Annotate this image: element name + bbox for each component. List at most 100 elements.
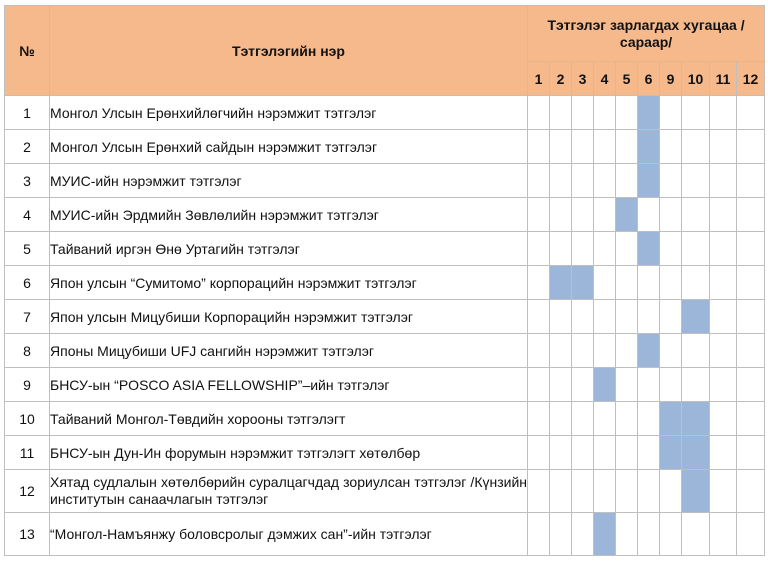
month-cell [659,367,682,402]
month-cell [527,163,550,198]
row-number: 2 [4,129,50,164]
header-scholarship-name: Тэтгэлэгийн нэр [49,5,528,96]
month-cell-active [637,231,660,266]
month-cell [527,512,550,556]
month-cell [735,197,766,232]
month-cell [637,469,660,513]
month-cell [571,435,594,470]
month-cell [593,231,616,266]
month-cell [593,333,616,368]
month-cell [593,129,616,164]
month-header: 6 [637,61,660,96]
table-row: 8 Японы Мицубиши UFJ сангийн нэрэмжит тэт… [4,333,766,368]
table-row: 11 БНСУ-ын Дун-Ин форумын нэрэмжит тэтгэл… [4,435,766,470]
month-header: 2 [549,61,572,96]
month-cell [615,367,638,402]
row-number: 9 [4,367,50,402]
month-cell-active [549,265,572,300]
month-cell [735,95,766,130]
month-cell-active [571,265,594,300]
month-cell [527,469,550,513]
row-number: 13 [4,512,50,556]
scholarship-name: Тайваний Монгол-Төвдийн хорооны тэтгэлэг… [49,401,528,436]
month-cell [681,95,710,130]
table-row: 7 Япон улсын Мицубиши Корпорацийн нэрэмжи… [4,299,766,334]
month-cell [637,367,660,402]
month-cell [615,265,638,300]
table-row: 6 Япон улсын “Сумитомо” корпорацийн нэрэм… [4,265,766,300]
month-cell [637,512,660,556]
month-header: 10 [681,61,710,96]
month-cell-active [681,401,710,436]
month-cell [659,95,682,130]
month-cell [659,129,682,164]
month-cell [681,163,710,198]
month-cell [615,231,638,266]
scholarship-name: Япон улсын “Сумитомо” корпорацийн нэрэмж… [49,265,528,300]
scholarship-name: Тайваний иргэн Өнө Уртагийн тэтгэлэг [49,231,528,266]
scholarship-name: Японы Мицубиши UFJ сангийн нэрэмжит тэтг… [49,333,528,368]
month-cell [615,401,638,436]
month-header: 3 [571,61,594,96]
month-cell [709,469,737,513]
scholarship-schedule-table: № Тэтгэлэгийн нэр Тэтгэлэг зарлагдах хуг… [4,5,766,556]
scholarship-name: МУИС-ийн Эрдмийн Зөвлөлийн нэрэмжит тэтг… [49,197,528,232]
month-cell [593,163,616,198]
month-cell-active [637,95,660,130]
month-cell [637,299,660,334]
month-cell [593,401,616,436]
month-cell [735,129,766,164]
month-cell-active [659,435,682,470]
month-cell [527,265,550,300]
month-cell [709,401,737,436]
month-cell [735,367,766,402]
table-row: 1 Монгол Улсын Ерөнхийлөгчийн нэрэмжит тэ… [4,95,766,130]
month-cell [637,265,660,300]
month-cell [571,231,594,266]
month-cell [593,197,616,232]
month-cell [709,231,737,266]
month-header: 1 [527,61,550,96]
table-row: 12 Хятад судлалын хөтөлбөрийн суралцагчда… [4,469,766,513]
month-cell-active [681,469,710,513]
scholarship-name: БНСУ-ын “POSCO ASIA FELLOWSHIP”–ийн тэтг… [49,367,528,402]
month-cell [527,367,550,402]
month-cell [527,401,550,436]
month-cell [659,163,682,198]
month-cell [659,469,682,513]
month-cell [709,512,737,556]
table-row: 10 Тайваний Монгол-Төвдийн хорооны тэтгэл… [4,401,766,436]
scholarship-name: Монгол Улсын Ерөнхийлөгчийн нэрэмжит тэт… [49,95,528,130]
month-cell [549,197,572,232]
month-cell [709,333,737,368]
table-row: 9 БНСУ-ын “POSCO ASIA FELLOWSHIP”–ийн тэт… [4,367,766,402]
month-cell [549,367,572,402]
row-number: 11 [4,435,50,470]
month-cell [549,435,572,470]
month-cell [709,163,737,198]
month-cell [735,163,766,198]
month-cell [571,512,594,556]
month-cell [637,435,660,470]
month-cell [549,231,572,266]
row-number: 3 [4,163,50,198]
month-cell [527,333,550,368]
month-cell [571,333,594,368]
month-cell [659,265,682,300]
month-cell [527,435,550,470]
month-header: 5 [615,61,638,96]
scholarship-name: “Монгол-Намъянжу боловсролыг дэмжих сан”… [49,512,528,556]
month-cell [735,299,766,334]
month-cell [709,95,737,130]
month-header: 4 [593,61,616,96]
month-cell [593,265,616,300]
month-cell [709,129,737,164]
month-header: 11 [709,61,737,96]
month-cell [709,367,737,402]
table-row: 13 “Монгол-Намъянжу боловсролыг дэмжих са… [4,512,766,556]
month-cell [593,469,616,513]
month-cell [681,231,710,266]
header-schedule: Тэтгэлэг зарлагдах хугацаа /сараар/ [526,5,766,62]
table-row: 3 МУИС-ийн нэрэмжит тэтгэлэг [4,163,766,198]
month-cell [549,469,572,513]
